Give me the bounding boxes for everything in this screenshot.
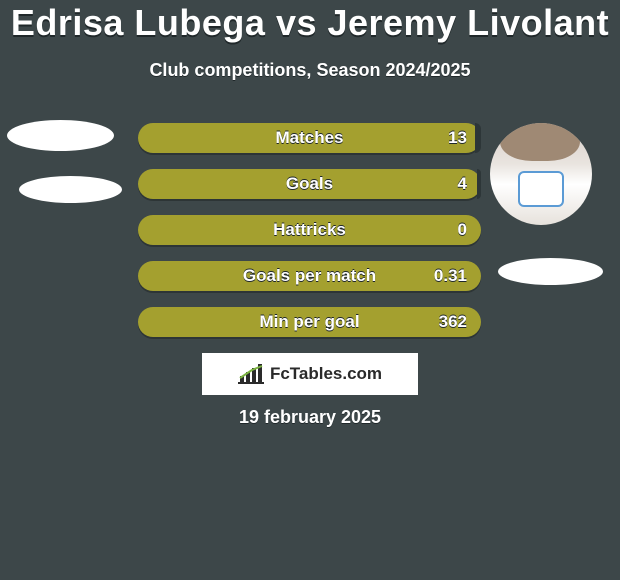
bar-gpm-label: Goals per match [138,261,481,291]
page-subtitle: Club competitions, Season 2024/2025 [0,60,620,81]
bar-hattricks-value: 0 [458,215,467,245]
player-avatar-right [490,123,592,225]
bar-chart-icon [238,364,264,384]
bar-goals-label: Goals [138,169,481,199]
bar-matches: Matches 13 [138,123,481,153]
bar-goals-per-match: Goals per match 0.31 [138,261,481,291]
snapshot-date: 19 february 2025 [0,407,620,428]
bar-hattricks-label: Hattricks [138,215,481,245]
bar-mpg-value: 362 [439,307,467,337]
placeholder-ellipse-top-left-1 [7,120,114,151]
bar-matches-value: 13 [448,123,467,153]
bar-goals: Goals 4 [138,169,481,199]
bar-hattricks: Hattricks 0 [138,215,481,245]
bar-matches-label: Matches [138,123,481,153]
fctables-logo: FcTables.com [202,353,418,395]
bar-goals-value: 4 [458,169,467,199]
page-title: Edrisa Lubega vs Jeremy Livolant [0,2,620,44]
bar-gpm-value: 0.31 [434,261,467,291]
placeholder-ellipse-top-left-2 [19,176,122,203]
stat-bars: Matches 13 Goals 4 Hattricks 0 Goals per… [138,123,481,353]
bar-mpg-label: Min per goal [138,307,481,337]
placeholder-ellipse-right [498,258,603,285]
fctables-logo-text: FcTables.com [270,364,382,384]
bar-min-per-goal: Min per goal 362 [138,307,481,337]
